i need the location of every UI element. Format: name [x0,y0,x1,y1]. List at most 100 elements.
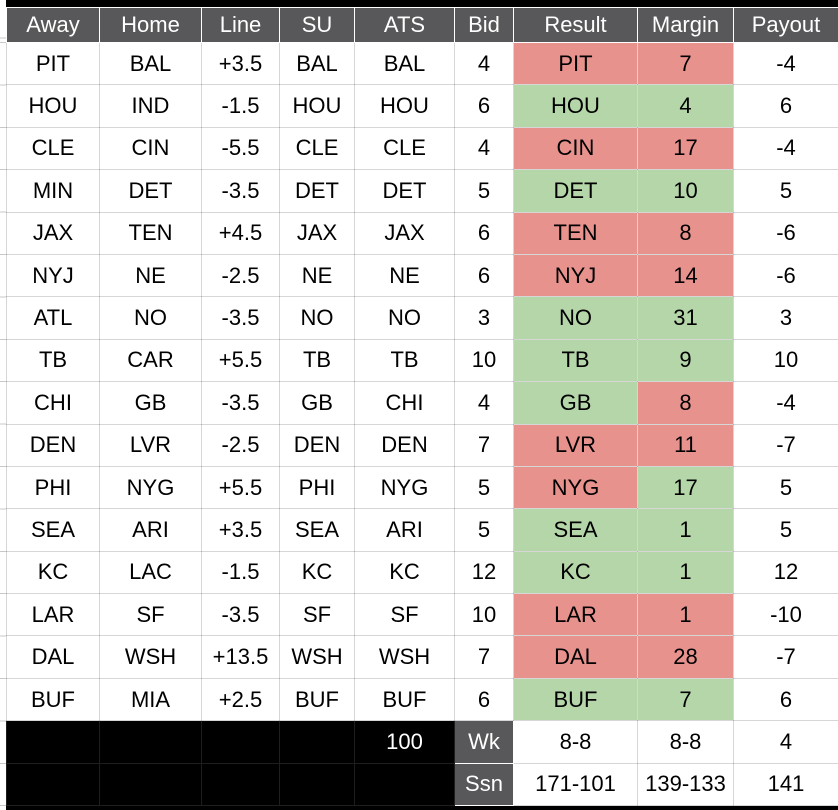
cell-bid[interactable]: 5 [454,465,514,510]
cell-away[interactable]: PHI [6,465,100,510]
cell-payout[interactable]: -7 [733,423,838,467]
cell-payout[interactable]: 6 [733,84,838,128]
cell-bid[interactable]: 5 [454,169,514,213]
cell-su[interactable]: TB [279,338,355,383]
cell-away[interactable]: JAX [6,211,100,255]
cell-payout[interactable]: -6 [733,211,838,255]
cell-margin[interactable]: 14 [637,253,734,298]
cell-result[interactable]: SEA [513,508,638,552]
cell-blank[interactable] [279,762,355,807]
cell-week-label[interactable]: Wk [454,720,514,764]
cell-su[interactable]: PHI [279,465,355,510]
cell-result[interactable]: HOU [513,84,638,128]
cell-payout[interactable]: -10 [733,593,838,637]
cell-su[interactable]: SEA [279,508,355,552]
cell-blank[interactable] [99,762,202,807]
cell-away[interactable]: TB [6,338,100,383]
column-header-payout[interactable]: Payout [733,7,838,43]
cell-season-result[interactable]: 171-101 [513,762,638,807]
cell-margin[interactable]: 1 [637,593,734,637]
column-header-ats[interactable]: ATS [354,7,455,43]
cell-line[interactable]: -3.5 [201,296,280,340]
cell-payout[interactable]: 6 [733,677,838,722]
cell-home[interactable]: NE [99,253,202,298]
cell-bid[interactable]: 4 [454,381,514,425]
cell-away[interactable]: PIT [6,41,100,86]
cell-ats[interactable]: NYG [354,465,455,510]
cell-result[interactable]: PIT [513,41,638,86]
cell-line[interactable]: +5.5 [201,465,280,510]
cell-payout[interactable]: 10 [733,338,838,383]
cell-bid[interactable]: 6 [454,84,514,128]
cell-ats[interactable]: CLE [354,126,455,171]
cell-result[interactable]: BUF [513,677,638,722]
cell-margin[interactable]: 8 [637,211,734,255]
cell-blank[interactable] [279,720,355,764]
cell-line[interactable]: -2.5 [201,423,280,467]
cell-margin[interactable]: 10 [637,169,734,213]
cell-margin[interactable]: 31 [637,296,734,340]
cell-bid[interactable]: 6 [454,677,514,722]
column-header-away[interactable]: Away [6,7,100,43]
cell-result[interactable]: GB [513,381,638,425]
cell-home[interactable]: LVR [99,423,202,467]
cell-bid[interactable]: 7 [454,423,514,467]
cell-home[interactable]: TEN [99,211,202,255]
cell-bid[interactable]: 3 [454,296,514,340]
cell-ats[interactable]: DEN [354,423,455,467]
cell-payout[interactable]: -4 [733,41,838,86]
cell-ats[interactable]: WSH [354,635,455,679]
cell-week-payout[interactable]: 4 [733,720,838,764]
cell-home[interactable]: BAL [99,41,202,86]
cell-result[interactable]: CIN [513,126,638,171]
cell-su[interactable]: SF [279,593,355,637]
cell-ats[interactable]: HOU [354,84,455,128]
cell-bid[interactable]: 10 [454,338,514,383]
cell-payout[interactable]: 5 [733,465,838,510]
cell-away[interactable]: BUF [6,677,100,722]
cell-line[interactable]: +2.5 [201,677,280,722]
column-header-su[interactable]: SU [279,7,355,43]
cell-result[interactable]: TEN [513,211,638,255]
cell-margin[interactable]: 7 [637,677,734,722]
column-header-line[interactable]: Line [201,7,280,43]
cell-line[interactable]: -2.5 [201,253,280,298]
cell-su[interactable]: WSH [279,635,355,679]
cell-home[interactable]: DET [99,169,202,213]
cell-result[interactable]: LAR [513,593,638,637]
cell-line[interactable]: -3.5 [201,593,280,637]
cell-away[interactable]: CLE [6,126,100,171]
cell-away[interactable]: CHI [6,381,100,425]
cell-home[interactable]: LAC [99,550,202,595]
cell-home[interactable]: NO [99,296,202,340]
cell-ats[interactable]: ARI [354,508,455,552]
cell-line[interactable]: +3.5 [201,41,280,86]
cell-margin[interactable]: 28 [637,635,734,679]
cell-payout[interactable]: 5 [733,508,838,552]
cell-margin[interactable]: 1 [637,550,734,595]
cell-home[interactable]: SF [99,593,202,637]
cell-blank[interactable] [99,720,202,764]
cell-bid[interactable]: 4 [454,126,514,171]
cell-week-margin[interactable]: 8-8 [637,720,734,764]
column-header-margin[interactable]: Margin [637,7,734,43]
cell-away[interactable]: KC [6,550,100,595]
cell-away[interactable]: HOU [6,84,100,128]
column-header-home[interactable]: Home [99,7,202,43]
cell-ats[interactable]: JAX [354,211,455,255]
cell-bid[interactable]: 6 [454,211,514,255]
cell-ats[interactable]: TB [354,338,455,383]
cell-result[interactable]: TB [513,338,638,383]
cell-ats[interactable]: BUF [354,677,455,722]
cell-away[interactable]: MIN [6,169,100,213]
cell-su[interactable]: CLE [279,126,355,171]
cell-su[interactable]: NE [279,253,355,298]
cell-home[interactable]: CAR [99,338,202,383]
cell-away[interactable]: NYJ [6,253,100,298]
cell-season-label[interactable]: Ssn [454,762,514,807]
cell-season-margin[interactable]: 139-133 [637,762,734,807]
cell-result[interactable]: DAL [513,635,638,679]
column-header-result[interactable]: Result [513,7,638,43]
cell-ats[interactable]: SF [354,593,455,637]
cell-away[interactable]: SEA [6,508,100,552]
